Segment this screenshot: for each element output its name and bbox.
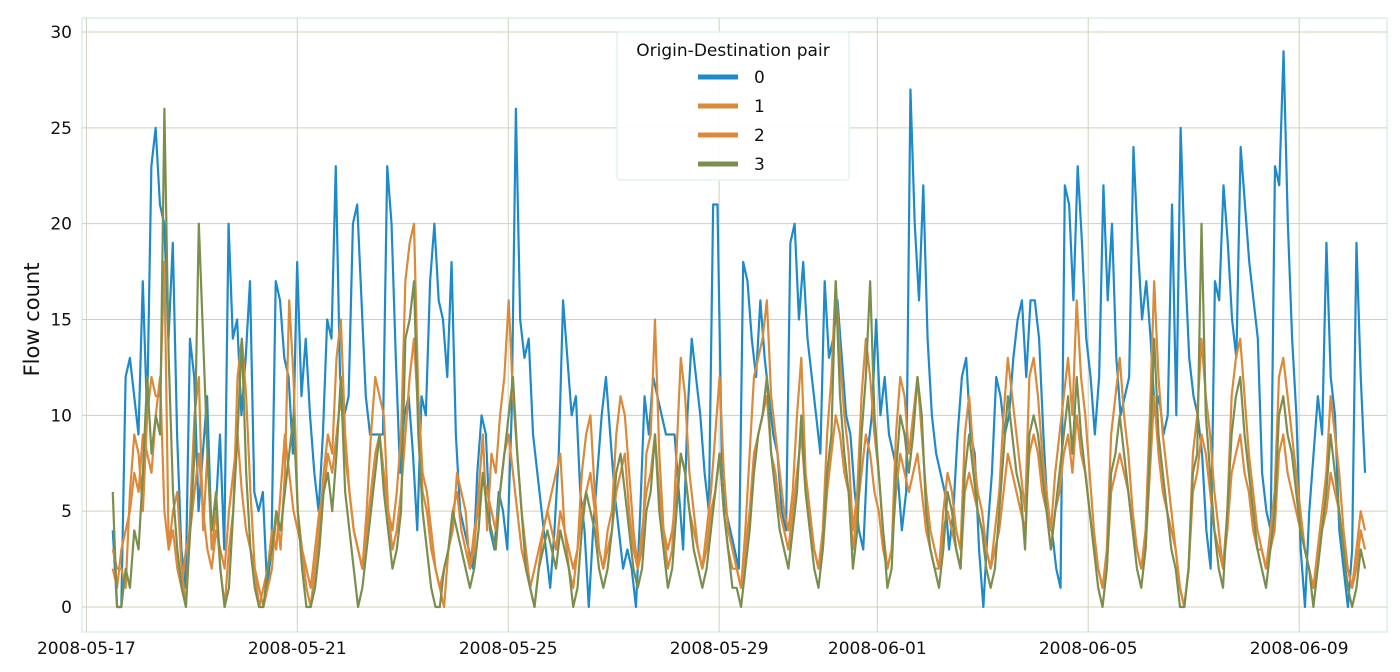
- legend-label-1: 1: [754, 97, 765, 117]
- x-tick-label: 2008-05-29: [670, 639, 769, 659]
- x-tick-label: 2008-05-25: [459, 639, 558, 659]
- y-tick-label: 15: [50, 311, 72, 331]
- x-tick-label: 2008-05-21: [248, 639, 347, 659]
- series-line-3: [111, 107, 1367, 609]
- x-tick-label: 2008-06-09: [1250, 639, 1349, 659]
- y-axis-title: Flow count: [20, 263, 44, 377]
- y-tick-label: 20: [50, 215, 72, 235]
- y-tick-label: 25: [50, 119, 72, 139]
- x-tick-label: 2008-06-05: [1039, 639, 1138, 659]
- y-tick-label: 30: [50, 23, 72, 43]
- y-tick-label: 5: [61, 502, 72, 522]
- series-lines: [111, 50, 1367, 609]
- x-tick-label: 2008-06-01: [828, 639, 927, 659]
- legend-title: Origin-Destination pair: [636, 41, 829, 61]
- legend-label-0: 0: [754, 68, 765, 88]
- y-tick-label: 0: [61, 598, 72, 618]
- y-tick-label: 10: [50, 406, 72, 426]
- x-tick-label: 2008-05-17: [37, 639, 136, 659]
- x-tick-labels: 2008-05-17 2008-05-21 2008-05-25 2008-05-29…: [37, 639, 1349, 659]
- legend-label-2: 2: [754, 126, 765, 146]
- series-line-2: [111, 337, 1367, 609]
- legend: Origin-Destination pair 0 1 2 3: [616, 31, 850, 181]
- y-tick-labels: 0 5 10 15 20 25 30: [50, 23, 72, 618]
- legend-label-3: 3: [754, 155, 765, 175]
